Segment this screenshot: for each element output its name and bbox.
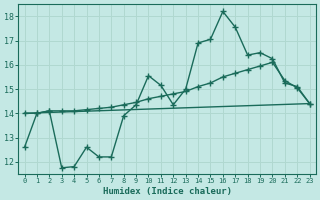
X-axis label: Humidex (Indice chaleur): Humidex (Indice chaleur) bbox=[103, 187, 232, 196]
